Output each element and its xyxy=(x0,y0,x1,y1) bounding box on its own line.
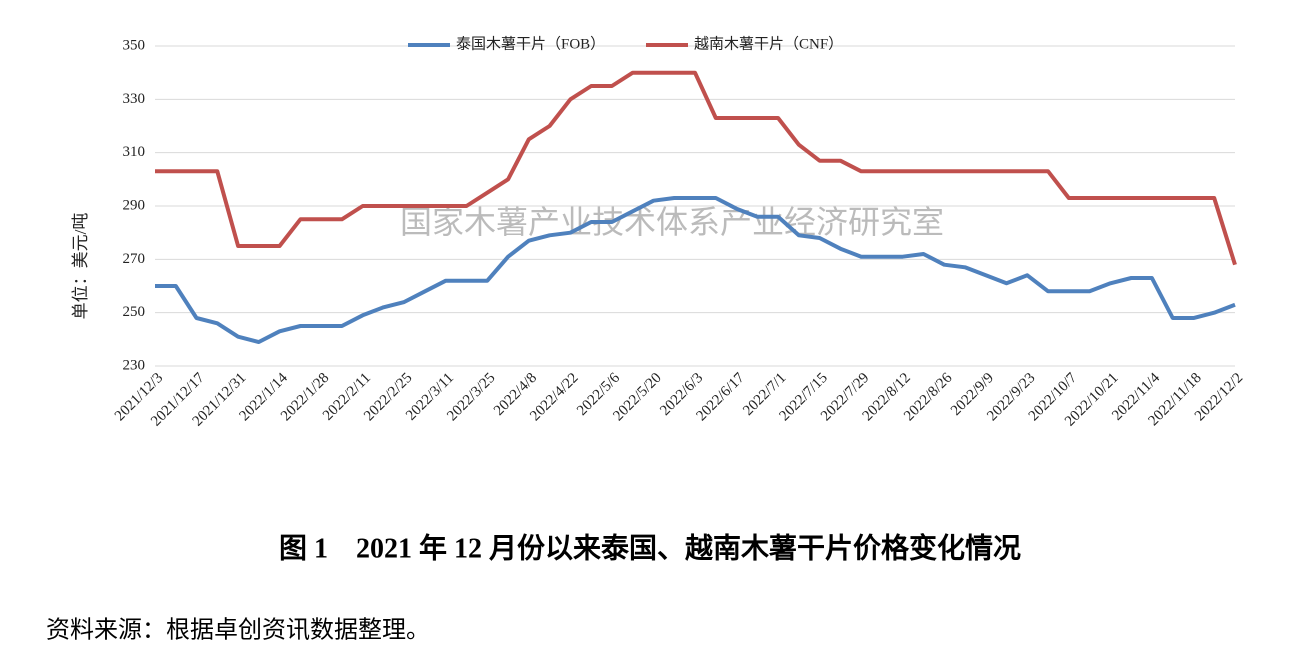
watermark: 国家木薯产业技术体系产业经济研究室 xyxy=(400,203,944,241)
series-line xyxy=(155,70,1237,266)
source: 资料来源：根据卓创资讯数据整理。 xyxy=(46,617,430,644)
y-tick-label: 350 xyxy=(123,37,146,53)
y-tick-label: 270 xyxy=(123,251,146,267)
legend-label: 泰国木薯干片（FOB） xyxy=(456,35,605,52)
y-axis-label: 单位：美元/吨 xyxy=(71,213,90,320)
y-tick-label: 330 xyxy=(123,91,146,107)
y-tick-label: 310 xyxy=(123,144,146,160)
y-tick-label: 250 xyxy=(123,304,146,320)
y-tick-label: 230 xyxy=(123,357,146,373)
y-tick-label: 290 xyxy=(123,197,146,213)
caption: 图 1 2021 年 12 月份以来泰国、越南木薯干片价格变化情况 xyxy=(279,531,1021,564)
series-line xyxy=(155,196,1236,344)
legend-label: 越南木薯干片（CNF） xyxy=(694,35,843,52)
